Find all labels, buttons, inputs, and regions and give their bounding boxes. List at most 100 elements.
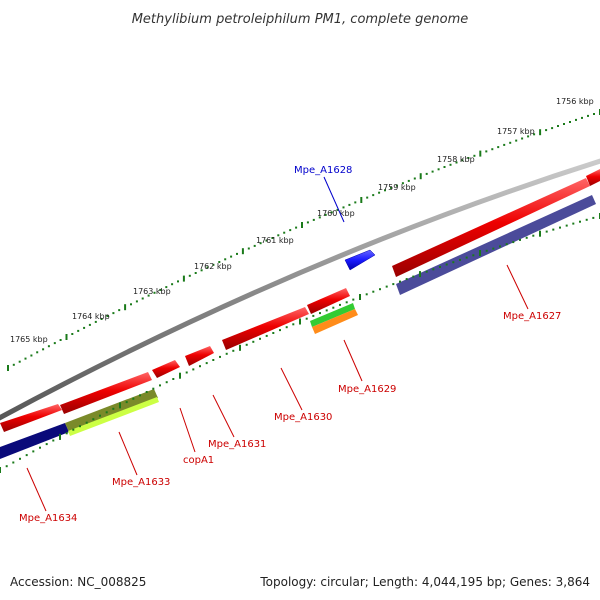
ruler-tick: [182, 275, 185, 282]
ruler-tick: [199, 365, 201, 368]
ruler-tick: [247, 247, 250, 250]
ruler-tick: [312, 218, 315, 221]
ruler-tick: [171, 283, 174, 286]
gene-label-copa1[interactable]: copA1: [183, 455, 214, 466]
ruler-tick: [366, 196, 369, 199]
cog-bar: [396, 195, 596, 295]
ruler-tick: [135, 300, 138, 303]
gene-mpe-a1633[interactable]: [60, 372, 152, 414]
ruler-tick: [165, 381, 168, 384]
ruler-tick: [145, 391, 148, 393]
ruler-tick: [360, 197, 363, 203]
ruler-tick: [177, 280, 179, 283]
gene-label-mpe-a1627[interactable]: Mpe_A1627: [503, 311, 561, 322]
ruler-tick: [132, 397, 135, 400]
ruler-tick: [45, 443, 48, 446]
ruler-tick: [224, 258, 227, 261]
ruler-tick: [575, 118, 577, 121]
tick-label: 1756 kbp: [556, 97, 594, 106]
gene-label-mpe-a1628[interactable]: Mpe_A1628: [294, 165, 352, 176]
ruler-tick: [118, 309, 121, 312]
ruler-tick: [77, 329, 80, 332]
ruler-tick: [259, 337, 261, 340]
ruler-tick: [19, 457, 21, 460]
gene-mpe-a1628[interactable]: [344, 249, 376, 271]
ruler-tick: [379, 288, 381, 291]
ruler-tick: [52, 439, 55, 442]
ruler-tick: [152, 387, 155, 390]
ruler-tick: [252, 340, 255, 343]
tick-label: 1765 kbp: [10, 335, 48, 344]
ruler-tick: [467, 157, 470, 159]
cog-bar: [310, 303, 355, 327]
ruler-tick: [565, 224, 568, 227]
ruler-tick: [65, 334, 68, 340]
ruler-tick: [449, 163, 452, 166]
ruler-tick: [289, 229, 292, 232]
ruler-tick: [545, 129, 548, 132]
gene-mpe-a1627[interactable]: [392, 178, 590, 277]
ruler-tick: [125, 401, 128, 404]
ruler-tick: [319, 312, 321, 315]
ruler-tick: [71, 333, 74, 335]
ruler-tick: [551, 127, 554, 130]
ruler-tick: [232, 349, 235, 352]
ruler-tick: [348, 203, 351, 206]
ruler-tick: [572, 222, 575, 225]
ruler-tick: [259, 242, 262, 245]
gene-label-mpe-a1633[interactable]: Mpe_A1633: [112, 477, 170, 488]
leader-lines: [26, 176, 529, 512]
scale-tick-labels: 1756 kbp 1757 kbp 1758 kbp 1759 kbp 1760…: [10, 97, 594, 344]
ruler-tick: [384, 189, 386, 192]
gene-mpe-a1630[interactable]: [222, 307, 309, 350]
ruler-tick: [378, 191, 381, 194]
ruler-tick: [491, 148, 494, 151]
ruler-tick: [271, 237, 274, 239]
ruler-tick: [443, 166, 446, 168]
gene-track: [0, 169, 600, 432]
ruler-tick: [112, 407, 115, 410]
ruler-tick: [130, 303, 132, 306]
ruler-tick: [342, 206, 345, 209]
gene-label-mpe-a1634[interactable]: Mpe_A1634: [19, 513, 77, 524]
ruler-tick: [306, 221, 309, 224]
ruler-tick: [253, 244, 256, 247]
gene-next[interactable]: [586, 169, 600, 186]
ruler-tick: [159, 384, 161, 387]
ruler-tick: [559, 226, 561, 229]
tick-label: 1758 kbp: [437, 155, 475, 164]
ruler-tick: [206, 266, 209, 269]
ruler-tick: [172, 378, 175, 380]
cog-bar: [65, 389, 158, 432]
ruler-tick: [265, 239, 268, 242]
ruler-tick: [539, 129, 542, 136]
ruler-tick: [479, 150, 482, 157]
ruler-tick: [59, 433, 61, 440]
gene-label-mpe-a1631[interactable]: Mpe_A1631: [208, 439, 266, 450]
gene-mpe-a1631[interactable]: [185, 346, 214, 366]
ruler-tick: [59, 339, 62, 341]
gene-label-mpe-a1630[interactable]: Mpe_A1630: [274, 412, 332, 423]
ruler-tick: [569, 121, 571, 123]
ruler-tick: [88, 323, 91, 326]
ruler-tick: [412, 275, 415, 278]
ruler-tick: [225, 352, 228, 355]
ruler-tick: [552, 228, 555, 231]
ruler-tick: [185, 371, 188, 374]
ruler-tick: [7, 365, 9, 371]
ruler-tick: [413, 177, 416, 180]
map-title: Methylibium petroleiphilum PM1, complete…: [132, 12, 469, 27]
ruler-tick: [593, 113, 595, 115]
gene-mpe-a1629[interactable]: [307, 288, 350, 314]
ruler-tick: [192, 368, 195, 371]
ruler-tick: [47, 345, 50, 348]
ruler-tick: [72, 428, 75, 431]
gene-label-mpe-a1629[interactable]: Mpe_A1629: [338, 384, 396, 395]
ruler-tick: [461, 159, 464, 162]
cog-bar: [68, 397, 159, 436]
ruler-tick: [465, 256, 468, 259]
gene-copa1[interactable]: [152, 360, 180, 378]
scale-ruler: [7, 109, 600, 371]
gene-mpe-a1634[interactable]: [0, 404, 62, 432]
